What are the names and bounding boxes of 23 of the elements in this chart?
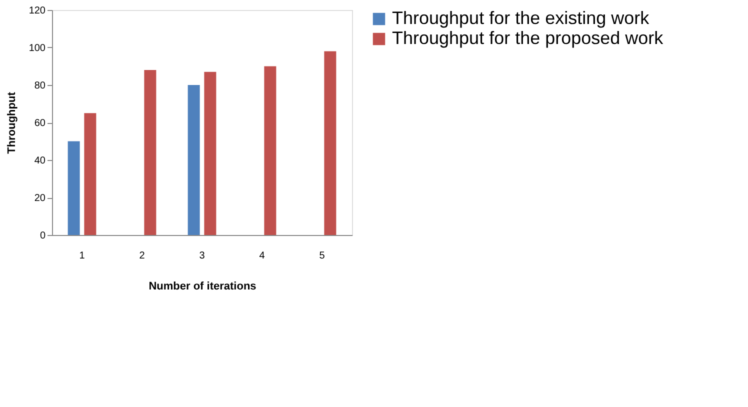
bar xyxy=(144,70,156,235)
y-tick-label: 20 xyxy=(34,193,46,204)
bar xyxy=(324,51,336,235)
bar xyxy=(264,66,276,235)
y-tick-label: 100 xyxy=(28,43,46,54)
y-tick-label: 120 xyxy=(28,6,46,16)
x-tick-label: 4 xyxy=(259,250,266,262)
bar xyxy=(204,72,216,235)
x-tick-label: 1 xyxy=(79,250,86,262)
x-tick-label: 3 xyxy=(199,250,206,262)
y-tick-label: 80 xyxy=(34,80,46,92)
y-tick-label: 0 xyxy=(40,230,46,242)
x-axis-title: Number of iterations xyxy=(148,280,256,292)
x-tick-label: 5 xyxy=(319,250,326,262)
legend-label: Throughput for the existing work xyxy=(392,8,650,28)
bar xyxy=(188,85,200,235)
bar xyxy=(84,113,96,235)
bar xyxy=(68,141,80,235)
legend-label: Throughput for the proposed work xyxy=(392,28,664,48)
x-tick-label: 2 xyxy=(139,250,146,262)
y-tick-label: 60 xyxy=(34,118,46,129)
y-tick-label: 40 xyxy=(34,156,46,166)
y-axis-title: Throughput xyxy=(6,92,18,154)
